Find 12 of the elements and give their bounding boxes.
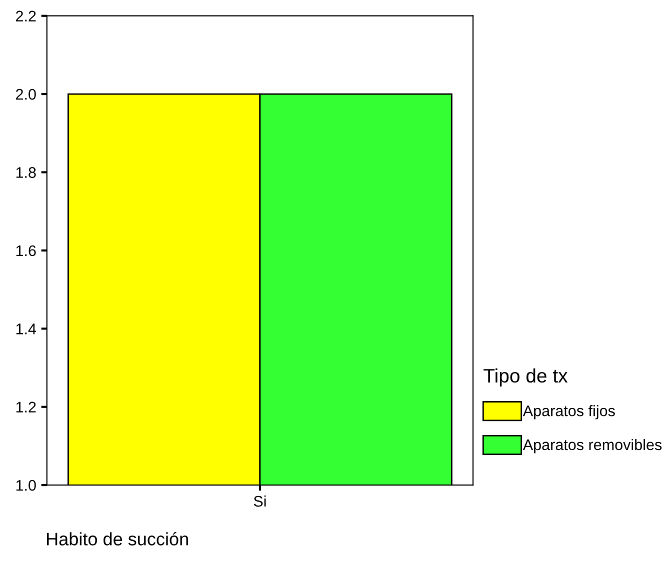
legend-label: Aparatos fijos: [522, 405, 615, 420]
y-tick-label: 2.0: [16, 88, 36, 100]
y-tick-label: 2.2: [16, 10, 36, 22]
legend-label: Aparatos removibles: [522, 438, 662, 454]
x-axis-title: Habito de succión: [47, 532, 188, 546]
y-tick-label: 1.4: [16, 324, 36, 334]
x-tick-label: Si: [254, 495, 266, 507]
y-tick-label: 1.8: [16, 167, 36, 178]
y-tick-label: 1.0: [16, 480, 36, 491]
y-tick-label: 1.6: [16, 245, 36, 256]
legend-title: Tipo de tx: [484, 368, 568, 386]
y-tick-label: 1.2: [16, 402, 36, 412]
